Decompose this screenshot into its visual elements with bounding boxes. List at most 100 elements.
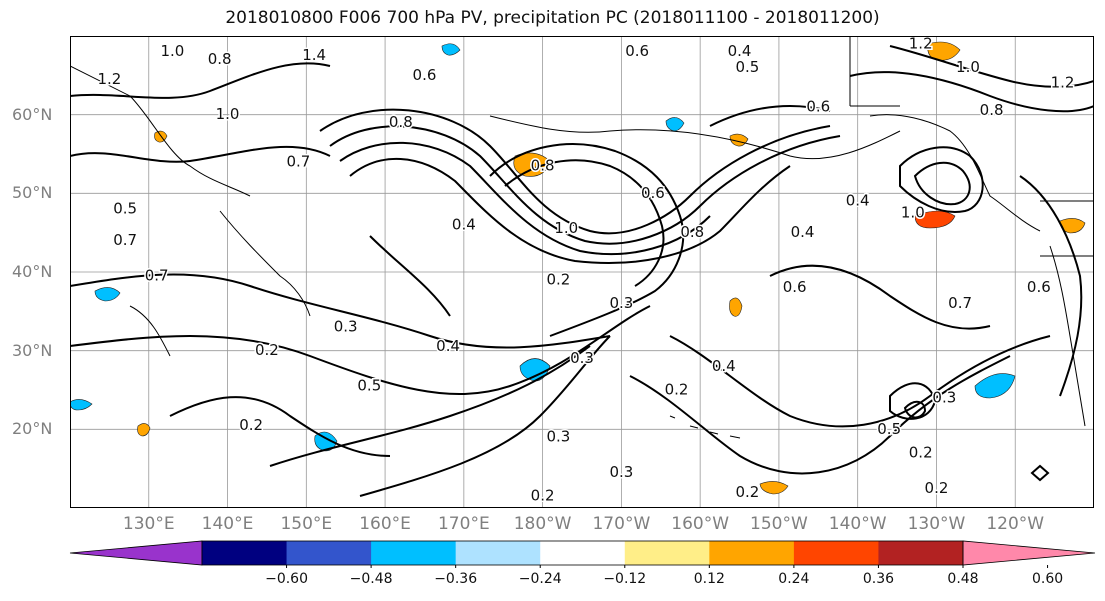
precip-negative-patch xyxy=(665,117,685,132)
pv-contour xyxy=(269,345,591,467)
contour-label: 1.2 xyxy=(1051,74,1075,92)
pv-contour xyxy=(1030,464,1050,482)
pv-contour xyxy=(349,158,791,264)
contour-label: 0.2 xyxy=(665,381,689,399)
colorbar-segment xyxy=(202,541,288,565)
latitude-label: 20°N xyxy=(12,419,53,439)
pv-contour xyxy=(319,108,831,235)
colorbar-tick-label: 0.24 xyxy=(778,571,810,587)
contour-label: 1.0 xyxy=(956,58,980,76)
contour-label: 0.4 xyxy=(791,223,815,241)
coastline xyxy=(669,415,741,439)
contour-label: 0.2 xyxy=(735,483,759,501)
longitude-label: 170°W xyxy=(592,514,651,534)
colorbar-tick-label: −0.36 xyxy=(434,571,478,587)
map-panel: 1.0 0.8 1.4 1.2 1.0 0.7 0.8 0.6 0.8 0.6 0.4 0.5 0.6 1… xyxy=(70,36,1094,508)
pv-contour xyxy=(889,382,937,420)
pv-contour xyxy=(70,62,331,99)
coastline xyxy=(1040,200,1094,257)
colorbar-tick-label: −0.48 xyxy=(349,571,393,587)
longitude-label: 180°W xyxy=(513,514,572,534)
precip-positive-patch xyxy=(729,297,743,317)
pv-contour xyxy=(913,161,971,206)
pv-contour xyxy=(504,159,665,287)
colorbar-segment xyxy=(540,541,626,565)
coastline xyxy=(849,36,900,107)
coastline xyxy=(70,65,251,197)
contour-label: 0.6 xyxy=(1027,278,1051,296)
colorbar-tick-label: −0.12 xyxy=(603,571,647,587)
colorbar-frame xyxy=(201,540,964,566)
latitude-label: 50°N xyxy=(12,183,53,203)
contour-label: 0.6 xyxy=(625,42,649,60)
pv-contour xyxy=(329,125,841,245)
contour-label: 0.8 xyxy=(531,156,555,174)
colorbar-extend-high xyxy=(962,540,1096,566)
contour-label: 0.4 xyxy=(728,42,752,60)
contour-label: 1.0 xyxy=(901,204,925,222)
colorbar-tick-label: 0.48 xyxy=(947,571,979,587)
longitude-label: 120°W xyxy=(986,514,1045,534)
longitude-label: 150°W xyxy=(750,514,808,534)
contour-label: 0.3 xyxy=(334,318,358,336)
pv-contour xyxy=(669,335,1051,428)
colorbar-segment xyxy=(371,541,457,565)
longitude-label: 130°E xyxy=(122,514,175,534)
contour-label: 0.4 xyxy=(846,192,870,210)
longitude-label: 160°W xyxy=(671,514,730,534)
latitude-label: 40°N xyxy=(12,262,53,281)
pv-contour xyxy=(1019,175,1083,397)
contour-label: 0.5 xyxy=(113,200,137,218)
pv-contour xyxy=(70,273,611,349)
colorbar-tick-label: 0.60 xyxy=(1031,571,1064,587)
contour-label: 0.5 xyxy=(877,420,901,438)
contour-label: 0.6 xyxy=(641,184,665,202)
contour-label: 0.3 xyxy=(546,428,570,446)
pv-contour xyxy=(903,400,927,419)
contour-label: 0.3 xyxy=(932,388,956,406)
contour-label: 0.4 xyxy=(712,357,736,375)
contour-label: 0.3 xyxy=(570,349,594,367)
colorbar-tick-label: 0.12 xyxy=(693,571,725,587)
coastline xyxy=(219,210,311,317)
chart-title: 2018010800 F006 700 hPa PV, precipitatio… xyxy=(225,8,880,28)
colorbar-extend-low xyxy=(69,540,203,566)
contour-label: 0.5 xyxy=(357,377,381,395)
pv-contour xyxy=(899,146,984,213)
contour-label: 0.2 xyxy=(239,416,263,434)
contour-label: 0.3 xyxy=(609,294,633,312)
contour-label: 1.2 xyxy=(909,36,933,52)
pv-contour xyxy=(339,141,711,256)
precip-negative-patch xyxy=(974,373,1016,399)
precip-positive-patch xyxy=(513,152,551,177)
contour-label: 0.4 xyxy=(436,337,460,355)
coastline xyxy=(1049,245,1086,427)
map-canvas: 1.0 0.8 1.41.21.00.70.80.60.80.6 0.40.50.61… xyxy=(70,36,1094,508)
precip-positive-patch xyxy=(927,41,961,61)
pv-contour xyxy=(629,355,1011,475)
coastlines xyxy=(70,36,1094,439)
pv-contour xyxy=(70,305,651,396)
pv-contour xyxy=(849,71,1094,113)
contour-label: 0.2 xyxy=(255,341,279,359)
contour-label: 0.8 xyxy=(680,223,704,241)
pv-contours xyxy=(70,45,1094,497)
longitude-label: 170°E xyxy=(437,514,490,534)
contour-label: 0.2 xyxy=(531,487,555,505)
contour-label: 0.8 xyxy=(980,101,1004,119)
contour-label: 0.8 xyxy=(208,50,232,68)
coastline xyxy=(129,305,171,357)
precip-positive-patch xyxy=(759,481,789,495)
contour-label: 1.4 xyxy=(302,46,326,64)
precip-shading xyxy=(70,41,1086,495)
colorbar-segment xyxy=(624,541,710,565)
pv-contour xyxy=(359,335,611,497)
contour-label: 0.6 xyxy=(783,278,807,296)
latitude-label: 30°N xyxy=(12,340,53,360)
colorbar-tick-label: −0.24 xyxy=(518,571,562,587)
longitude-label: 150°E xyxy=(280,514,333,534)
colorbar-segment xyxy=(793,541,879,565)
contour-labels: 1.0 0.8 1.41.21.00.70.80.60.80.6 0.40.50.61… xyxy=(96,36,1076,506)
contour-label: 1.0 xyxy=(216,105,240,123)
pv-contour xyxy=(709,105,831,127)
